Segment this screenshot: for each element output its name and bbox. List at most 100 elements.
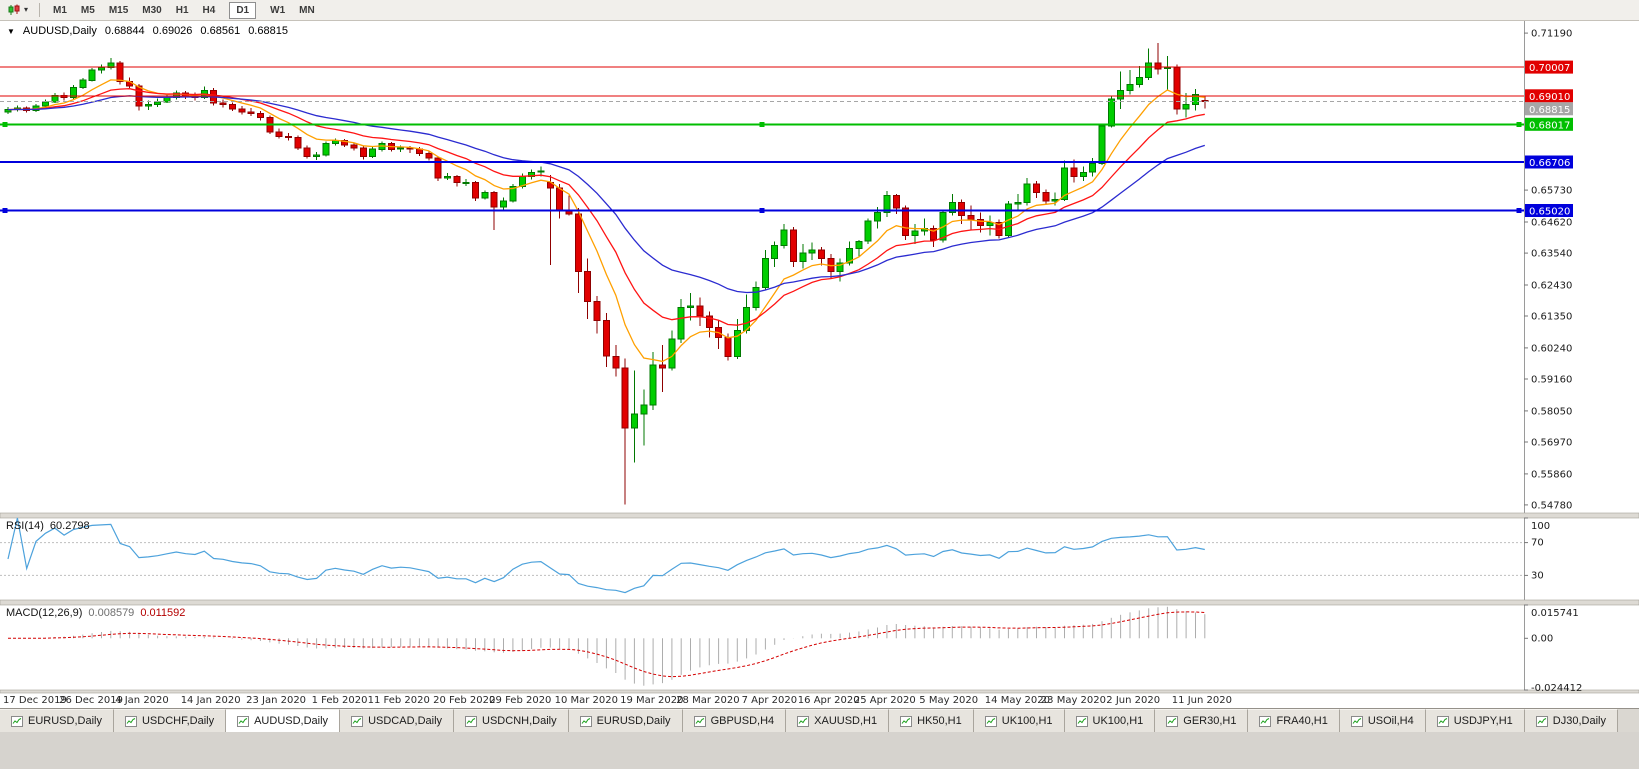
rsi-line: [7, 517, 1205, 594]
price-axis[interactable]: 0.71190 0.65730 0.64620 0.63540 0.62430 0.613…: [1524, 21, 1573, 690]
tab-label: UK100,H1: [1001, 715, 1053, 727]
svg-text:0.54780: 0.54780: [1531, 500, 1572, 511]
ma-medium-line: [7, 88, 1205, 326]
timeframe-button-h1[interactable]: H1: [169, 2, 196, 19]
chart-tab-fra40-h1[interactable]: FRA40,H1: [1248, 709, 1340, 732]
ohlc-open: 0.68844: [104, 25, 145, 37]
ohlc-close: 0.68815: [248, 25, 288, 37]
dropdown-caret-icon: ▾: [24, 5, 29, 14]
date-label: 7 Apr 2020: [742, 695, 797, 706]
macd-panel: 0.015741 0.00 -0.024412: [8, 604, 1582, 694]
date-label: 29 Feb 2020: [489, 695, 551, 706]
chart-type-button[interactable]: ▾: [3, 2, 33, 18]
date-label: 14 Jan 2020: [181, 695, 241, 706]
macd-name: MACD(12,26,9): [6, 607, 83, 619]
svg-text:30: 30: [1531, 570, 1544, 581]
date-label: 11 Jun 2020: [1172, 695, 1232, 706]
chart-tab-uk100-h1[interactable]: UK100,H1: [1064, 709, 1156, 732]
date-label: 26 Dec 2019: [59, 695, 123, 706]
mini-chart-icon: [465, 715, 478, 727]
macd-value-main: 0.008579: [88, 607, 135, 619]
timeframe-button-m1[interactable]: M1: [46, 2, 74, 19]
mini-chart-icon: [1075, 715, 1088, 727]
chart-tab-usdjpy-h1[interactable]: USDJPY,H1: [1425, 709, 1525, 732]
toolbar: ▾ M1 M5 M15 M30 H1 H4 D1 W1 MN: [0, 0, 1639, 21]
svg-text:0.015741: 0.015741: [1531, 608, 1579, 619]
rsi-panel: 100 70 30: [0, 517, 1550, 594]
svg-text:0.55860: 0.55860: [1531, 469, 1572, 480]
price-badge-0.70007: 0.70007: [1529, 63, 1570, 74]
svg-text:0.58050: 0.58050: [1531, 406, 1572, 417]
tab-label: GER30,H1: [1183, 715, 1237, 727]
collapse-chart-icon[interactable]: ▼: [7, 26, 15, 36]
ohlc-high: 0.69026: [152, 25, 193, 37]
chart-tab-usdcad-daily[interactable]: USDCAD,Daily: [340, 709, 455, 732]
timeframe-buttons: M1 M5 M15 M30 H1 H4 D1 W1 MN: [46, 1, 322, 19]
timeframe-button-mn[interactable]: MN: [292, 2, 322, 19]
date-label: 4 Jan 2020: [115, 695, 169, 706]
tab-label: HK50,H1: [917, 715, 962, 727]
chart-title: ▼ AUDUSD,Daily 0.68844 0.69026 0.68561 0…: [7, 25, 288, 37]
price-badge-0.65020: 0.65020: [1529, 207, 1570, 218]
chart-tab-bar: EURUSD,Daily USDCHF,Daily AUDUSD,Daily USDC…: [0, 708, 1639, 732]
macd-value-signal: 0.011592: [140, 607, 186, 619]
mini-chart-icon: [1166, 715, 1179, 727]
timeframe-button-m15[interactable]: M15: [102, 2, 135, 19]
mini-chart-icon: [693, 715, 706, 727]
chart-tab-uk100-h1[interactable]: UK100,H1: [973, 709, 1065, 732]
date-label: 11 Feb 2020: [368, 695, 430, 706]
horizontal-lines[interactable]: [0, 66, 1524, 213]
macd-signal-line: [8, 611, 1205, 678]
chart-symbol-period: AUDUSD,Daily: [22, 25, 97, 37]
chart-tab-ger30-h1[interactable]: GER30,H1: [1155, 709, 1249, 732]
timeframe-button-h4[interactable]: H4: [196, 2, 223, 19]
date-label: 17 Dec 2019: [3, 695, 67, 706]
tab-label: USDCAD,Daily: [368, 715, 443, 727]
date-label: 23 May 2020: [1041, 695, 1106, 706]
svg-text:100: 100: [1531, 521, 1550, 532]
chart-tab-eurusd-daily[interactable]: EURUSD,Daily: [568, 709, 683, 732]
chart-tab-hk50-h1[interactable]: HK50,H1: [889, 709, 974, 732]
chart-canvas[interactable]: 0.71190 0.65730 0.64620 0.63540 0.62430 0.613…: [0, 21, 1639, 708]
mini-chart-icon: [351, 715, 364, 727]
price-badge-0.69010: 0.69010: [1529, 92, 1570, 103]
chart-tab-eurusd-daily[interactable]: EURUSD,Daily: [0, 709, 114, 732]
date-label: 19 Mar 2020: [620, 695, 683, 706]
timeframe-button-w1[interactable]: W1: [263, 2, 292, 19]
timeframe-button-m5[interactable]: M5: [74, 2, 102, 19]
tab-label: DJ30,Daily: [1552, 715, 1606, 727]
svg-text:0.65730: 0.65730: [1531, 186, 1572, 197]
date-label: 2 Jun 2020: [1106, 695, 1160, 706]
chart-tab-xauusd-h1[interactable]: XAUUSD,H1: [786, 709, 890, 732]
chart-tab-gbpusd-h4[interactable]: GBPUSD,H4: [682, 709, 787, 732]
date-label: 23 Jan 2020: [246, 695, 306, 706]
svg-text:0.64620: 0.64620: [1531, 218, 1572, 229]
tab-label: USOil,H4: [1367, 715, 1414, 727]
chart-tab-usdchf-daily[interactable]: USDCHF,Daily: [113, 709, 227, 732]
date-label: 14 May 2020: [985, 695, 1050, 706]
svg-text:0.62430: 0.62430: [1531, 281, 1572, 292]
svg-text:0.56970: 0.56970: [1531, 438, 1572, 449]
chart-tab-usoil-h4[interactable]: USOil,H4: [1339, 709, 1426, 732]
tab-label: AUDUSD,Daily: [254, 715, 329, 727]
rsi-name: RSI(14): [6, 520, 44, 532]
timeframe-button-m30[interactable]: M30: [135, 2, 168, 19]
tab-label: UK100,H1: [1092, 715, 1144, 727]
chart-tab-audusd-daily[interactable]: AUDUSD,Daily: [226, 709, 341, 732]
mini-chart-icon: [579, 715, 592, 727]
chart-tab-usdcnh-daily[interactable]: USDCNH,Daily: [454, 709, 569, 732]
tab-label: USDCHF,Daily: [141, 715, 215, 727]
chart-tab-dj30-daily[interactable]: DJ30,Daily: [1524, 709, 1618, 732]
macd-indicator-label: MACD(12,26,9) 0.008579 0.011592: [6, 607, 185, 619]
mini-chart-icon: [237, 715, 250, 727]
date-label: 28 Mar 2020: [676, 695, 739, 706]
date-label: 25 Apr 2020: [854, 695, 916, 706]
moving-averages: [7, 79, 1205, 363]
candlestick-chart-icon: [8, 4, 20, 15]
price-badge-0.66706: 0.66706: [1529, 158, 1570, 169]
timeframe-button-d1[interactable]: D1: [229, 1, 257, 19]
svg-text:70: 70: [1531, 538, 1544, 549]
date-label: 10 Mar 2020: [555, 695, 618, 706]
